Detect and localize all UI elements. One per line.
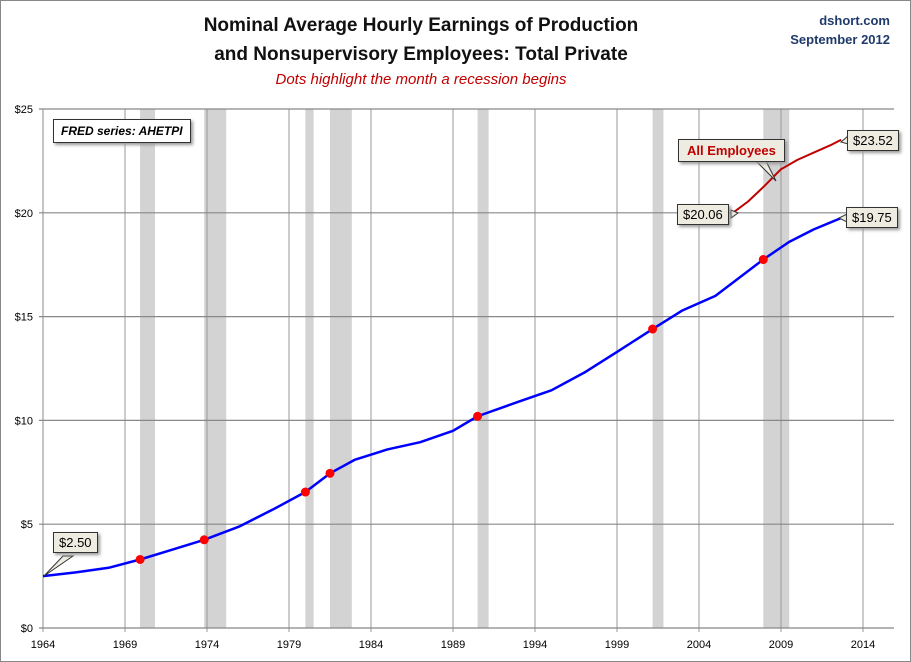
y-tick-label: $5	[21, 519, 33, 531]
fred-series-label: FRED series: AHETPI	[53, 119, 191, 143]
x-tick-label: 1969	[113, 639, 137, 651]
recession-start-dot	[300, 487, 310, 497]
chart-subtitle: Dots highlight the month a recession beg…	[275, 71, 567, 88]
x-tick-label: 1999	[605, 639, 629, 651]
recession-band	[305, 109, 314, 628]
recession-band	[477, 109, 489, 628]
recession-start-dot	[758, 255, 768, 265]
production-earnings-line	[42, 216, 842, 578]
callout-all-end-value: $23.52	[847, 130, 899, 151]
recession-start-dot	[473, 411, 483, 421]
y-tick-label: $15	[15, 312, 33, 324]
all-employees-line	[733, 138, 842, 213]
y-tick-label: $0	[21, 623, 33, 635]
chart-title-line1: Nominal Average Hourly Earnings of Produ…	[203, 15, 639, 36]
y-tick-label: $20	[15, 208, 33, 220]
recession-band	[652, 109, 664, 628]
recession-band	[140, 109, 156, 628]
recession-start-dot	[199, 535, 209, 545]
callout-pointer	[730, 209, 740, 219]
x-tick-label: 1964	[31, 639, 55, 651]
callout-all-employees-label: All Employees	[678, 139, 785, 162]
recession-start-dot	[325, 468, 335, 478]
x-tick-label: 1974	[195, 639, 219, 651]
callout-start-value: $2.50	[53, 532, 98, 553]
x-tick-label: 1994	[523, 639, 547, 651]
x-tick-label: 2014	[851, 639, 875, 651]
chart-title-line2: and Nonsupervisory Employees: Total Priv…	[214, 44, 628, 65]
x-tick-label: 1979	[277, 639, 301, 651]
recession-start-dot	[648, 324, 658, 334]
x-tick-label: 1984	[359, 639, 383, 651]
recession-band	[330, 109, 352, 628]
callout-all-start-value: $20.06	[677, 204, 729, 225]
x-tick-label: 2009	[769, 639, 793, 651]
recession-band	[204, 109, 227, 628]
x-tick-label: 1989	[441, 639, 465, 651]
y-tick-label: $25	[15, 104, 33, 116]
x-tick-label: 2004	[687, 639, 711, 651]
recession-start-dot	[135, 554, 145, 564]
callout-pointer	[43, 555, 75, 577]
y-tick-label: $10	[15, 415, 33, 427]
callout-prod-end-value: $19.75	[846, 207, 898, 228]
source-label: dshort.com	[819, 13, 890, 28]
recession-band	[763, 109, 790, 628]
date-label: September 2012	[790, 32, 890, 47]
